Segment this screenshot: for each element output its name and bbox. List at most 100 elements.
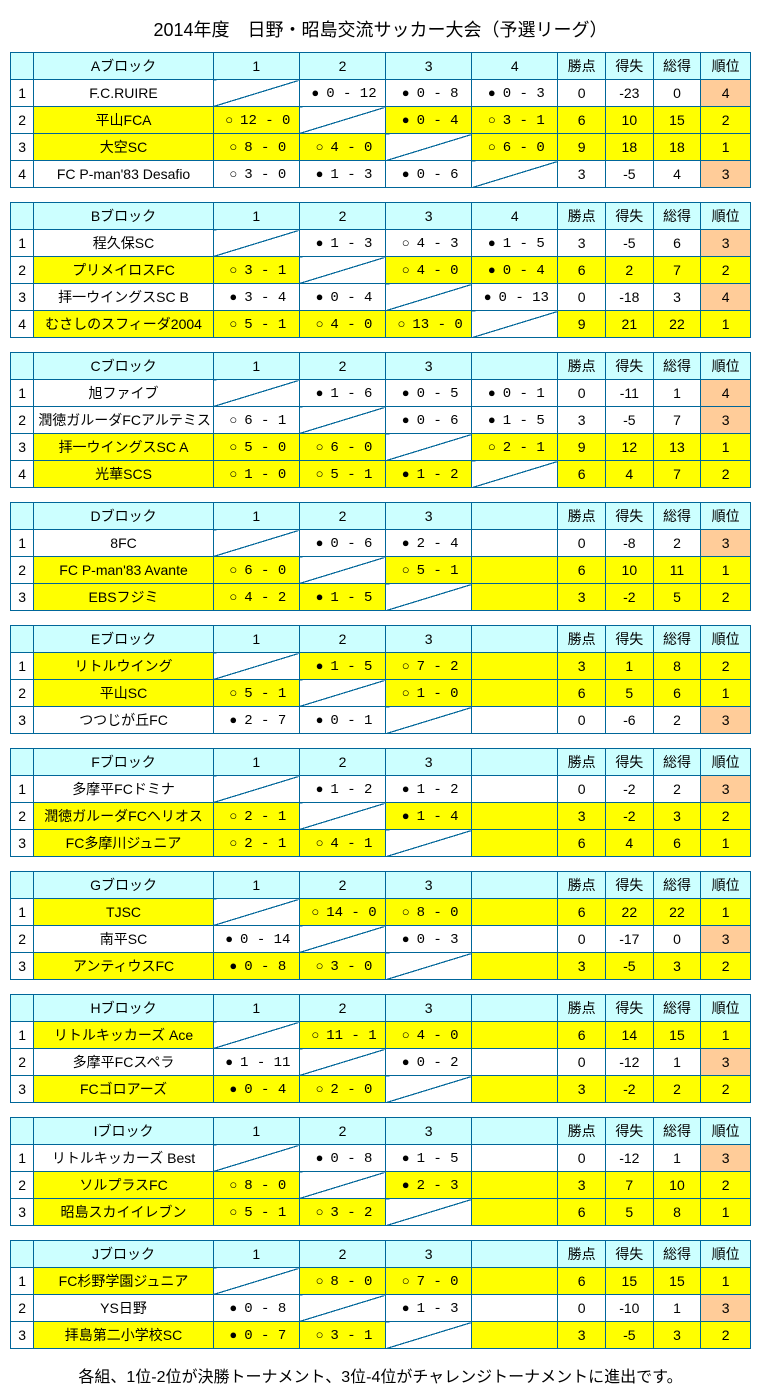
col-header: 1: [213, 503, 299, 530]
row-num: 2: [11, 926, 34, 953]
result-mark: ●: [313, 781, 327, 796]
hdr-rank: 順位: [701, 995, 751, 1022]
match-cell: ● 1 - 5: [299, 653, 385, 680]
empty-cell: [472, 1145, 558, 1172]
score: 5 - 0: [244, 440, 286, 456]
rank: 2: [701, 584, 751, 611]
result-mark: ○: [399, 1027, 413, 1042]
rank: 1: [701, 830, 751, 857]
result-mark: ○: [226, 466, 240, 481]
result-mark: ○: [226, 1204, 240, 1219]
match-cell: ● 0 - 1: [299, 707, 385, 734]
gd: 12: [606, 434, 654, 461]
match-cell: ○ 6 - 1: [213, 407, 299, 434]
result-mark: ●: [485, 412, 499, 427]
pts: 3: [558, 803, 606, 830]
self-cell: [299, 1172, 385, 1199]
match-cell: ● 0 - 8: [299, 1145, 385, 1172]
self-cell: [386, 1076, 472, 1103]
score: 3 - 1: [503, 113, 545, 129]
empty-cell: [472, 1322, 558, 1349]
hdr-blank: [11, 53, 34, 80]
score: 0 - 8: [244, 1301, 286, 1317]
hdr-gd: 得失: [606, 203, 654, 230]
rank: 2: [701, 1076, 751, 1103]
score: 0 - 6: [330, 536, 372, 552]
rank: 2: [701, 107, 751, 134]
col-header: [472, 503, 558, 530]
team-name: EBSフジミ: [34, 584, 213, 611]
result-mark: ○: [308, 904, 322, 919]
empty-cell: [472, 707, 558, 734]
score: 6 - 1: [244, 413, 286, 429]
result-mark: ○: [399, 262, 413, 277]
row-num: 1: [11, 899, 34, 926]
rank: 3: [701, 407, 751, 434]
match-cell: ● 0 - 8: [213, 953, 299, 980]
score: 1 - 5: [330, 659, 372, 675]
pts: 6: [558, 899, 606, 926]
match-cell: ● 2 - 3: [386, 1172, 472, 1199]
col-header: 2: [299, 995, 385, 1022]
gt: 11: [653, 557, 701, 584]
gt: 0: [653, 80, 701, 107]
gd: 4: [606, 461, 654, 488]
score: 0 - 13: [499, 290, 549, 306]
col-header: 2: [299, 203, 385, 230]
score: 3 - 1: [330, 1328, 372, 1344]
match-cell: ○ 4 - 0: [299, 311, 385, 338]
block-name: Hブロック: [34, 995, 213, 1022]
team-name: 潤徳ガルーダFCアルテミス: [34, 407, 213, 434]
match-cell: ○ 11 - 1: [299, 1022, 385, 1049]
gd: -2: [606, 1076, 654, 1103]
result-mark: ●: [222, 1054, 236, 1069]
result-mark: ○: [399, 562, 413, 577]
match-cell: ○ 5 - 1: [213, 311, 299, 338]
rank: 3: [701, 707, 751, 734]
score: 0 - 14: [240, 932, 290, 948]
score: 0 - 2: [417, 1055, 459, 1071]
result-mark: ●: [313, 589, 327, 604]
match-cell: ○ 2 - 1: [472, 434, 558, 461]
match-cell: ● 1 - 6: [299, 380, 385, 407]
hdr-pts: 勝点: [558, 203, 606, 230]
hdr-rank: 順位: [701, 353, 751, 380]
result-mark: ○: [313, 439, 327, 454]
hdr-rank: 順位: [701, 1241, 751, 1268]
gd: -17: [606, 926, 654, 953]
gd: -8: [606, 530, 654, 557]
gd: -2: [606, 584, 654, 611]
hdr-gt: 総得: [653, 872, 701, 899]
empty-cell: [472, 926, 558, 953]
hdr-blank: [11, 626, 34, 653]
page-title: 2014年度 日野・昭島交流サッカー大会（予選リーグ）: [10, 16, 751, 42]
empty-cell: [472, 1076, 558, 1103]
col-header: 3: [386, 995, 472, 1022]
result-mark: ○: [399, 658, 413, 673]
rank: 2: [701, 257, 751, 284]
row-num: 2: [11, 557, 34, 584]
result-mark: ○: [308, 1027, 322, 1042]
score: 8 - 0: [417, 905, 459, 921]
match-cell: ○ 3 - 0: [299, 953, 385, 980]
block-table: Aブロック1234勝点得失総得順位1F.C.RUIRE● 0 - 12● 0 -…: [10, 52, 751, 188]
gt: 1: [653, 380, 701, 407]
result-mark: ●: [399, 1177, 413, 1192]
match-cell: ○ 12 - 0: [213, 107, 299, 134]
gt: 8: [653, 653, 701, 680]
result-mark: ○: [226, 685, 240, 700]
pts: 0: [558, 380, 606, 407]
col-header: [472, 749, 558, 776]
result-mark: ●: [399, 166, 413, 181]
self-cell: [299, 803, 385, 830]
pts: 3: [558, 407, 606, 434]
score: 5 - 1: [330, 467, 372, 483]
match-cell: ● 1 - 5: [472, 230, 558, 257]
match-cell: ○ 5 - 1: [213, 1199, 299, 1226]
result-mark: ○: [313, 1327, 327, 1342]
hdr-pts: 勝点: [558, 872, 606, 899]
row-num: 3: [11, 434, 34, 461]
score: 1 - 3: [330, 236, 372, 252]
match-cell: ● 0 - 8: [386, 80, 472, 107]
team-name: リトルキッカーズ Best: [34, 1145, 213, 1172]
